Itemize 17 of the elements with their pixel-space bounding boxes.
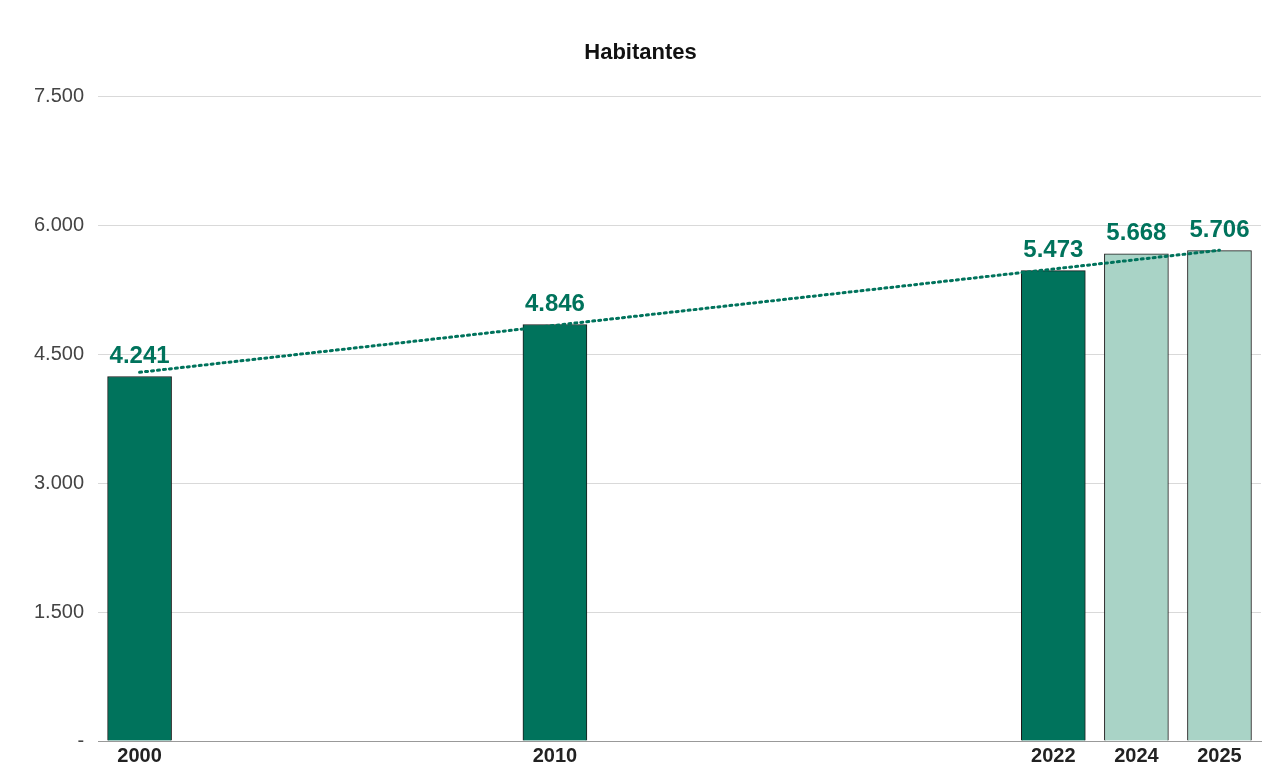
- chart-title: Habitantes: [584, 39, 697, 65]
- y-tick-label: 6.000: [33, 212, 85, 235]
- data-label: 5.706: [1189, 215, 1250, 243]
- x-tick-label: 2010: [532, 743, 578, 766]
- data-label: 4.846: [524, 289, 585, 317]
- x-tick-label: 2025: [1197, 743, 1242, 766]
- x-tick-label: 2000: [117, 743, 162, 766]
- y-tick-label: 4.500: [33, 341, 85, 364]
- y-tick-label: 7.500: [33, 83, 85, 106]
- data-label: 5.473: [1023, 235, 1084, 263]
- data-label: 5.668: [1106, 218, 1167, 246]
- y-tick-label: 1.500: [33, 599, 85, 622]
- y-tick-label: 3.000: [33, 470, 85, 493]
- x-tick-label: 2022: [1031, 743, 1076, 766]
- y-tick-label: -: [77, 728, 85, 751]
- data-label: 4.241: [109, 341, 170, 369]
- x-tick-label: 2024: [1114, 743, 1160, 766]
